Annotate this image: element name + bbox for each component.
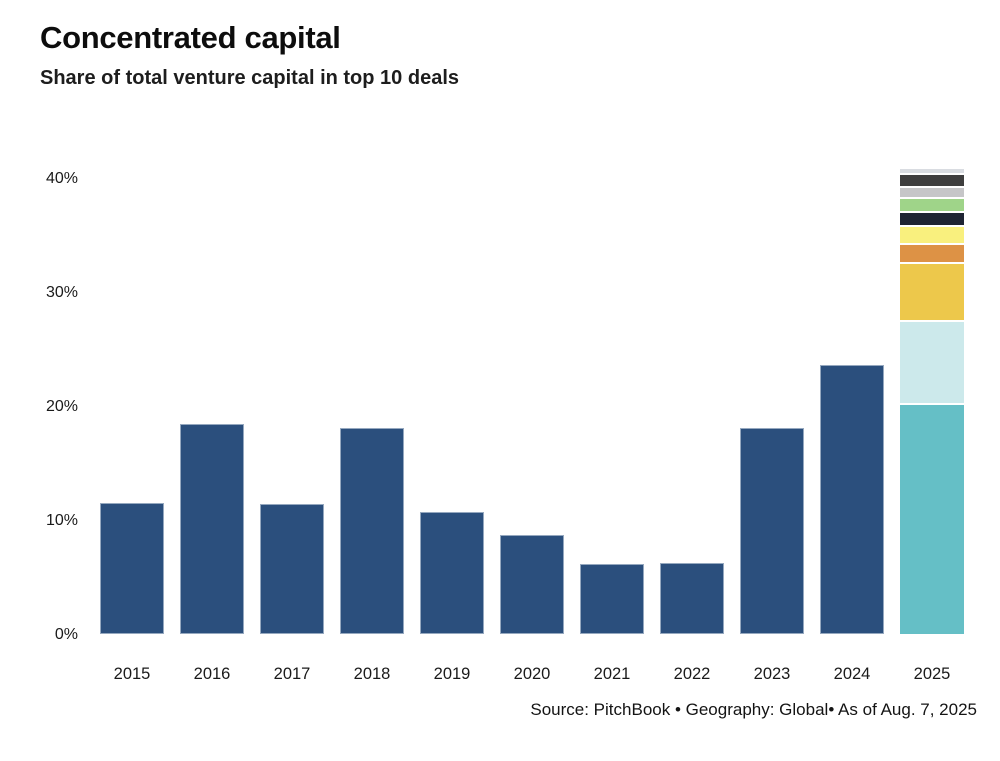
stacked-bar-2025 xyxy=(900,169,964,634)
bar-2017 xyxy=(260,504,324,634)
y-axis-tick-0: 0% xyxy=(54,626,78,643)
bar-2016 xyxy=(180,424,244,634)
x-axis-tick-2020: 2020 xyxy=(513,665,551,683)
y-axis-tick-20: 20% xyxy=(45,398,78,415)
chart-title: Concentrated capital xyxy=(40,20,341,55)
x-axis-tick-2016: 2016 xyxy=(193,665,231,683)
stack-segment-deal-9 xyxy=(900,175,964,186)
x-axis-tick-2019: 2019 xyxy=(433,665,471,683)
x-axis-tick-2017: 2017 xyxy=(273,665,311,683)
y-axis-tick-10: 10% xyxy=(45,512,78,529)
stack-segment-deal-8 xyxy=(900,188,964,197)
bar-2015 xyxy=(100,503,164,634)
stack-segment-deal-3 xyxy=(900,264,964,320)
x-axis-tick-2023: 2023 xyxy=(753,665,791,683)
bar-2023 xyxy=(740,428,804,634)
x-axis-tick-2015: 2015 xyxy=(113,665,151,683)
x-axis-tick-2018: 2018 xyxy=(353,665,391,683)
y-axis-tick-40: 40% xyxy=(45,170,78,187)
bar-2024 xyxy=(820,365,884,634)
stack-segment-deal-7 xyxy=(900,199,964,211)
x-axis-tick-2021: 2021 xyxy=(593,665,631,683)
stack-segment-deal-10 xyxy=(900,169,964,173)
stack-segment-deal-1 xyxy=(900,405,964,634)
bar-2021 xyxy=(580,564,644,634)
y-axis-tick-30: 30% xyxy=(45,284,78,301)
x-axis-tick-2022: 2022 xyxy=(673,665,711,683)
x-axis-tick-2024: 2024 xyxy=(833,665,871,683)
stack-segment-deal-5 xyxy=(900,227,964,243)
x-axis-tick-2025: 2025 xyxy=(913,665,951,683)
stack-segment-deal-2 xyxy=(900,322,964,403)
stack-segment-deal-4 xyxy=(900,245,964,262)
bar-2019 xyxy=(420,512,484,634)
bar-2022 xyxy=(660,563,724,634)
bar-2018 xyxy=(340,428,404,634)
chart-subtitle: Share of total venture capital in top 10… xyxy=(40,67,459,89)
stack-segment-deal-6 xyxy=(900,213,964,225)
bar-2020 xyxy=(500,535,564,634)
source-attribution: Source: PitchBook • Geography: Global• A… xyxy=(530,700,977,719)
